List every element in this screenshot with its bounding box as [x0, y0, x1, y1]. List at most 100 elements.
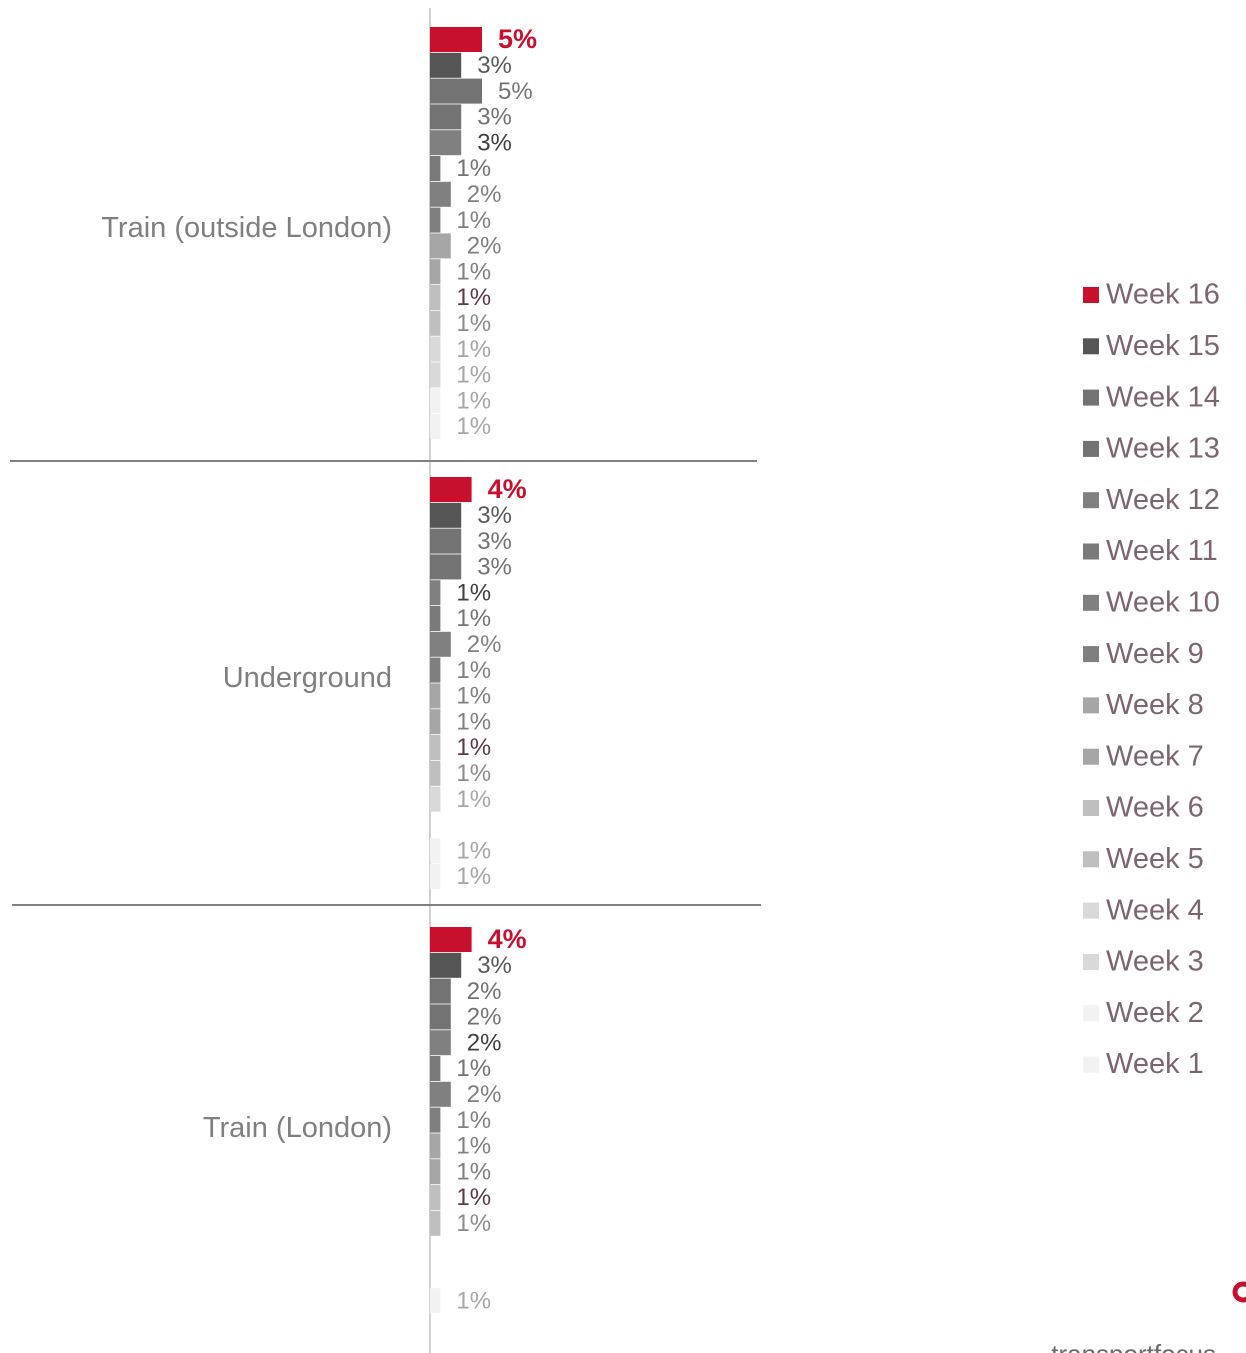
legend-label: Week 3 — [1106, 946, 1204, 978]
legend-label: Week 7 — [1106, 740, 1204, 772]
legend-label: Week 14 — [1106, 381, 1220, 413]
value-label: 1% — [456, 683, 491, 710]
legend-swatch — [1083, 338, 1099, 355]
legend-label: Week 8 — [1106, 689, 1204, 721]
legend-label: Week 10 — [1106, 586, 1220, 618]
bar — [430, 233, 451, 259]
bar — [430, 362, 441, 388]
bar — [430, 1133, 441, 1159]
bar — [430, 1056, 441, 1081]
legend-label: Week 5 — [1106, 843, 1204, 875]
bar — [430, 104, 462, 130]
bar — [430, 477, 472, 502]
bar — [430, 1030, 451, 1056]
category-label: Train (outside London) — [101, 212, 392, 244]
value-label: 1% — [456, 1055, 491, 1082]
bar — [430, 156, 441, 181]
legend-swatch — [1083, 697, 1099, 714]
value-label: 1% — [456, 207, 491, 234]
value-label: 2% — [467, 631, 502, 658]
bar — [430, 78, 482, 104]
bar — [430, 657, 441, 683]
bar — [430, 207, 441, 233]
bar — [430, 388, 441, 414]
bar — [430, 1081, 451, 1107]
value-label: 1% — [456, 1184, 491, 1211]
bar — [430, 606, 441, 631]
bar — [430, 786, 441, 812]
bar — [430, 259, 441, 285]
value-label: 1% — [456, 579, 491, 606]
value-label: 1% — [456, 1158, 491, 1185]
value-label: 1% — [456, 605, 491, 632]
value-label: 1% — [456, 708, 491, 735]
legend-label: Week 13 — [1106, 433, 1220, 465]
legend-swatch — [1083, 902, 1099, 919]
legend-label: Week 2 — [1106, 997, 1204, 1029]
bar — [430, 336, 441, 362]
bar — [430, 580, 441, 606]
legend-swatch — [1083, 800, 1099, 816]
bar — [430, 952, 462, 978]
value-label: 3% — [477, 104, 512, 131]
value-label: 1% — [456, 1287, 491, 1314]
value-label: 1% — [456, 413, 491, 440]
category-label: Underground — [223, 662, 392, 694]
value-label: 3% — [477, 952, 512, 979]
legend-swatch — [1083, 646, 1099, 663]
legend-swatch — [1083, 389, 1099, 406]
value-label: 3% — [477, 52, 512, 79]
bar — [430, 285, 441, 310]
value-label: 1% — [456, 863, 491, 890]
bar — [430, 735, 441, 760]
value-label: 1% — [456, 786, 491, 813]
value-label: 1% — [456, 734, 491, 761]
value-label: 3% — [477, 129, 512, 156]
value-label: 1% — [456, 310, 491, 337]
legend-swatch — [1083, 953, 1099, 970]
bar — [430, 683, 441, 709]
value-label: 1% — [456, 284, 491, 311]
value-label: 1% — [456, 1133, 491, 1160]
value-label: 4% — [488, 924, 527, 954]
value-label: 2% — [467, 233, 502, 260]
legend-swatch — [1083, 492, 1099, 509]
bar — [430, 310, 441, 336]
value-label: 3% — [477, 528, 512, 555]
value-label: 2% — [467, 1004, 502, 1031]
bar — [430, 631, 451, 657]
bar — [430, 181, 451, 207]
bar — [430, 502, 462, 528]
bar — [430, 1107, 441, 1133]
bar — [430, 838, 441, 864]
value-label: 5% — [498, 78, 533, 105]
value-label: 1% — [456, 837, 491, 864]
value-label: 4% — [488, 474, 527, 504]
value-label: 2% — [467, 1029, 502, 1056]
category-label: Train (London) — [203, 1112, 392, 1144]
value-label: 1% — [456, 657, 491, 684]
bar — [430, 1210, 441, 1236]
value-label: 1% — [456, 760, 491, 787]
value-label: 1% — [456, 387, 491, 414]
legend-label: Week 4 — [1106, 894, 1204, 926]
value-label: 2% — [467, 181, 502, 208]
bar — [430, 52, 462, 78]
bar — [430, 27, 482, 52]
legend-label: Week 11 — [1106, 535, 1218, 567]
value-label: 3% — [477, 554, 512, 581]
legend-label: Week 1 — [1106, 1048, 1204, 1080]
legend-label: Week 15 — [1106, 330, 1220, 362]
value-label: 1% — [456, 258, 491, 285]
legend-label: Week 16 — [1106, 279, 1220, 311]
bar — [430, 978, 451, 1004]
value-label: 2% — [467, 1081, 502, 1108]
bar — [430, 554, 462, 580]
legend-label: Week 12 — [1106, 484, 1220, 516]
bar — [430, 927, 472, 952]
value-label: 1% — [456, 1210, 491, 1237]
value-label: 3% — [477, 502, 512, 529]
bar — [430, 864, 441, 889]
bar — [430, 130, 462, 156]
